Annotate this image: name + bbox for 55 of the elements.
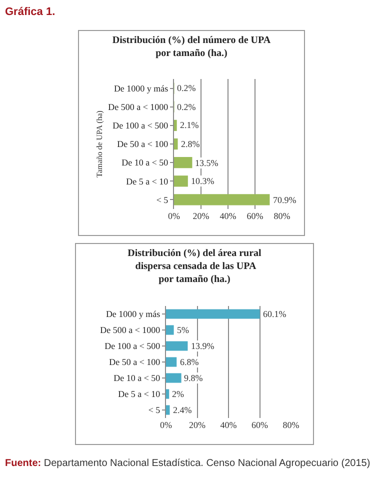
bar [166, 389, 170, 399]
bar [174, 120, 177, 131]
x-tick-label: 60% [252, 420, 268, 430]
chart-title: Distribución (%) del área rural dispersa censada de las UPA por tamaño (ha.) [128, 248, 262, 285]
y-tick-label: De 100 a < 500 [112, 120, 169, 131]
y-tick-label: De 1000 y más [114, 83, 169, 94]
x-tick-label: 80% [274, 211, 291, 221]
x-tick-label: 0% [168, 211, 180, 221]
bar [174, 157, 192, 168]
x-tick-label: 80% [282, 420, 300, 430]
y-tick-label: De 1000 y más [106, 309, 161, 320]
x-tick-label: 40% [220, 420, 238, 430]
data-label: 2% [172, 389, 184, 399]
chart-title: Distribución (%) del número de UPA por tamaño (ha.) [112, 35, 272, 60]
y-tick-label: De 5 a < 10 [126, 176, 169, 186]
bar [174, 176, 188, 187]
data-label: 60.1% [263, 309, 287, 319]
x-tick-label: 20% [192, 211, 210, 221]
bar [174, 194, 270, 206]
bar [174, 138, 178, 150]
bar [166, 341, 188, 351]
data-label: 6.8% [180, 357, 200, 367]
data-label: 13.9% [191, 341, 215, 351]
y-tick-label: De 500 a < 1000 [108, 102, 169, 112]
data-label: 2.8% [181, 139, 200, 149]
bar [166, 309, 260, 319]
y-tick-label: De 5 a < 10 [118, 389, 161, 400]
data-label: 2.4% [173, 405, 192, 415]
x-tick-label: 20% [189, 420, 206, 430]
data-label: 2.1% [180, 120, 200, 130]
x-tick-label: 60% [246, 211, 264, 221]
y-tick-label: De 50 a < 100 [109, 357, 161, 368]
y-tick-label: De 10 a < 50 [114, 373, 161, 384]
y-tick-label: De 10 a < 50 [122, 158, 169, 168]
bar [166, 373, 182, 383]
y-tick-label: De 100 a < 500 [104, 341, 161, 352]
y-tick-label: < 5 [156, 194, 169, 205]
bar [166, 325, 174, 335]
y-tick-label: < 5 [148, 405, 161, 416]
bar [166, 357, 177, 367]
source-note: Fuente: Departamento Nacional Estadística. Censo Nacional Agropecuario (2015) [5, 458, 370, 469]
data-label: 0.2% [177, 102, 196, 112]
data-label: 9.8% [184, 373, 204, 383]
bar [166, 405, 170, 415]
data-label: 10.3% [191, 176, 215, 186]
y-axis-title: Tamaño de UPA (ha) [94, 110, 104, 178]
data-label: 70.9% [273, 195, 297, 205]
x-tick-label: 40% [220, 211, 237, 221]
data-label: 0.2% [177, 83, 196, 93]
x-tick-label: 0% [160, 420, 172, 430]
text: Gráfica 1. [5, 6, 56, 18]
data-label: 13.5% [195, 158, 219, 168]
data-label: 5% [177, 325, 190, 335]
y-tick-label: De 50 a < 100 [117, 139, 169, 150]
y-tick-label: De 500 a < 1000 [100, 325, 161, 336]
